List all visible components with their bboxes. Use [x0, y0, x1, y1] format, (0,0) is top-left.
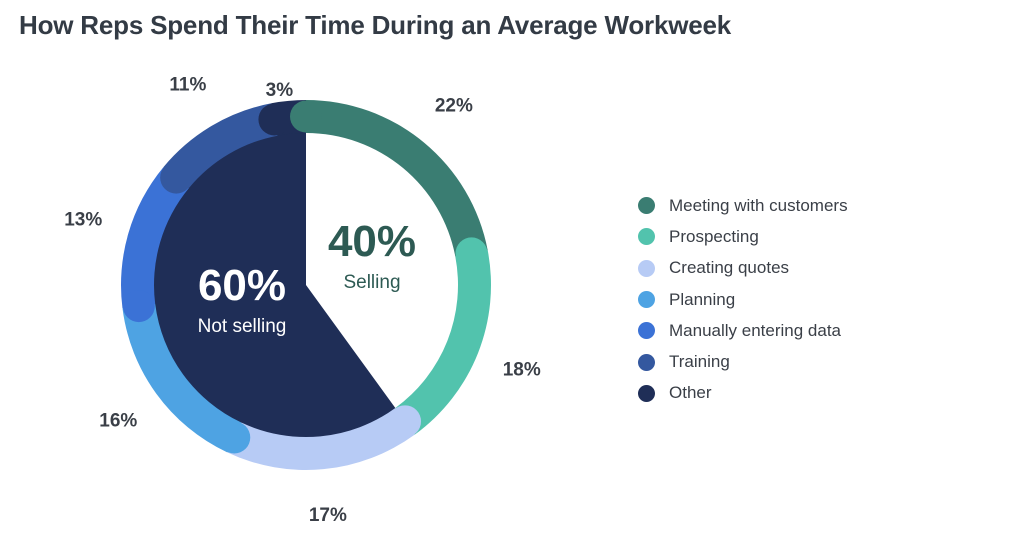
legend-label-prospecting: Prospecting [669, 226, 759, 246]
ring-segment-prospecting [395, 250, 491, 435]
ring-segment-meeting-with-customers [306, 100, 488, 257]
slice-label-training: 11% [169, 74, 206, 95]
legend-swatch-creating-quotes [638, 259, 655, 277]
ring-segment-manually-entering-data [121, 167, 189, 309]
legend: Meeting with customers Prospecting Creatin… [638, 190, 848, 409]
ring-cap-manually-entering-data [122, 290, 155, 323]
legend-swatch-other [638, 384, 655, 402]
legend-swatch-meeting-with-customers [638, 197, 655, 215]
legend-label-other: Other [669, 383, 712, 403]
slice-label-meeting-with-customers: 22% [435, 95, 473, 116]
legend-item-creating-quotes: Creating quotes [638, 253, 848, 284]
legend-swatch-manually-entering-data [638, 322, 655, 340]
ring-segment-planning [122, 304, 242, 453]
ring-cap-creating-quotes [389, 405, 422, 438]
legend-item-training: Training [638, 346, 848, 377]
slice-label-planning: 16% [99, 410, 137, 431]
legend-swatch-prospecting [638, 228, 655, 246]
ring-segment-training [163, 103, 278, 189]
legend-swatch-training [638, 353, 655, 371]
ring-cap-planning [218, 421, 251, 454]
ring-segment-creating-quotes [227, 407, 415, 470]
legend-swatch-planning [638, 291, 655, 309]
inner-wedge-selling [306, 131, 460, 410]
legend-label-planning: Planning [669, 289, 736, 309]
legend-label-creating-quotes: Creating quotes [669, 258, 790, 278]
legend-item-prospecting: Prospecting [638, 221, 848, 252]
legend-item-other: Other [638, 378, 848, 409]
center-pct-selling: 40% [328, 217, 416, 266]
ring-cap-training [160, 161, 193, 194]
center-sublabel-selling: Selling [343, 272, 400, 293]
legend-label-manually-entering-data: Manually entering data [669, 320, 842, 340]
slice-label-manually-entering-data: 13% [64, 209, 102, 230]
ring-cap-meeting-with-customers [290, 100, 322, 133]
legend-item-meeting-with-customers: Meeting with customers [638, 190, 848, 221]
chart-title: How Reps Spend Their Time During an Aver… [19, 10, 732, 40]
legend-label-training: Training [669, 352, 730, 372]
legend-item-manually-entering-data: Manually entering data [638, 315, 848, 346]
legend-item-planning: Planning [638, 284, 848, 315]
center-pct-not-selling: 60% [198, 261, 286, 310]
slice-label-other: 3% [266, 80, 294, 101]
ring-cap-prospecting [455, 237, 488, 270]
ring-cap-other [258, 103, 291, 136]
legend-label-meeting-with-customers: Meeting with customers [669, 195, 848, 215]
inner-wedge-not-selling [151, 131, 397, 440]
slice-label-prospecting: 18% [503, 359, 541, 380]
center-sublabel-not-selling: Not selling [198, 316, 287, 337]
slice-label-creating-quotes: 17% [309, 505, 347, 526]
